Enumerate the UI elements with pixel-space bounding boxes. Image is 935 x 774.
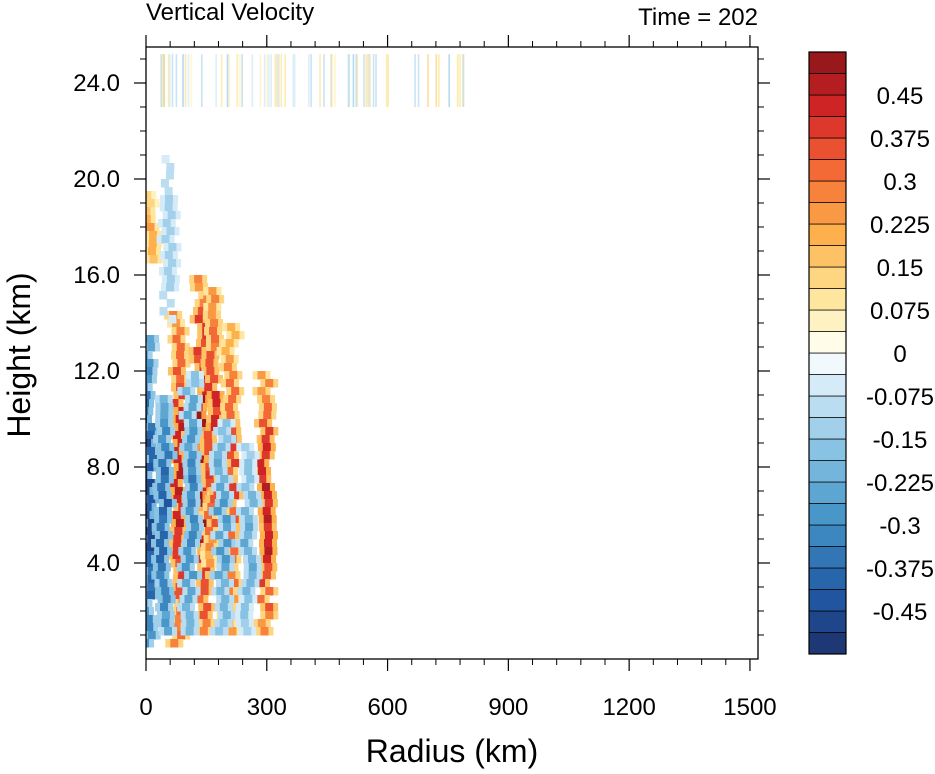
colorbar-label: -0.375 [866, 556, 934, 583]
colorbar-label: -0.15 [873, 427, 928, 454]
y-tick-label: 24.0 [73, 70, 120, 97]
colorbar-bin [808, 352, 847, 375]
colorbar-bin [808, 589, 847, 612]
colorbar-bin [808, 116, 847, 139]
colorbar-bin [808, 481, 847, 504]
colorbar-label: 0 [893, 341, 906, 368]
colorbar-label: 0.375 [870, 126, 930, 153]
colorbar-bin [808, 374, 847, 397]
colorbar-bin [808, 73, 847, 96]
updraft-streak [251, 371, 279, 636]
downdraft-streak [208, 419, 237, 636]
colorbar-bin [808, 331, 847, 354]
colorbar-bin [808, 245, 847, 268]
x-tick-label: 1500 [723, 694, 776, 721]
colorbar-bin [808, 159, 847, 182]
axes: 0 300 600 900 1200 1500 4.0 8.0 12.0 16.0 20.0 24.0 [73, 35, 777, 721]
colorbar-label: 0.15 [877, 255, 924, 282]
colorbar-bin [808, 546, 847, 569]
downdraft-streak [176, 371, 205, 636]
x-tick-label: 600 [368, 694, 408, 721]
colorbar-bin [808, 417, 847, 440]
y-tick-label: 12.0 [73, 358, 120, 385]
time-label: Time = 202 [638, 4, 758, 31]
colorbar-bin [808, 610, 847, 633]
colorbar-bin [808, 567, 847, 590]
colorbar-label: -0.075 [866, 384, 934, 411]
colorbar-label: 0.45 [877, 83, 924, 110]
downdraft-streak [151, 395, 178, 636]
y-axis-label: Height (km) [1, 272, 37, 437]
colorbar-bin [808, 503, 847, 526]
x-tick-label: 900 [488, 694, 528, 721]
colorbar-bin [808, 94, 847, 117]
colorbar-bin [808, 51, 847, 74]
updraft-streak [146, 191, 163, 264]
colorbar-bin [808, 395, 847, 418]
plot-frame [145, 46, 759, 660]
colorbar-label: 0.075 [870, 298, 930, 325]
x-tick-label: 300 [247, 694, 287, 721]
x-tick-label: 1200 [602, 694, 655, 721]
colorbar-label: -0.45 [873, 599, 928, 626]
colorbar-bin [808, 632, 847, 655]
heatmap-field [146, 54, 465, 648]
colorbar-label: 0.3 [883, 169, 916, 196]
colorbar-frame [808, 51, 847, 655]
colorbar-bin [808, 223, 847, 246]
colorbar-bin [808, 438, 847, 461]
x-tick-label: 0 [139, 694, 152, 721]
colorbar-bin [808, 524, 847, 547]
y-tick-label: 16.0 [73, 262, 120, 289]
upper-level-waves [160, 54, 465, 107]
colorbar-bin [808, 202, 847, 225]
y-tick-label: 4.0 [87, 550, 120, 577]
colorbar-bin [808, 309, 847, 332]
colorbar-bin [808, 137, 847, 160]
y-tick-label: 20.0 [73, 166, 120, 193]
downdraft-streak [235, 443, 263, 636]
colorbar: 0.45 0.375 0.3 0.225 0.15 0.075 0 -0.075 -0.15 -0… [808, 51, 934, 655]
x-axis-label: Radius (km) [366, 733, 538, 769]
chart-title: Vertical Velocity [146, 0, 314, 26]
colorbar-label: -0.225 [866, 470, 934, 497]
downdraft-streak [156, 155, 182, 324]
colorbar-label: -0.3 [879, 513, 920, 540]
colorbar-bin [808, 460, 847, 483]
colorbar-bin [808, 288, 847, 311]
colorbar-bin [808, 266, 847, 289]
colorbar-bin [808, 180, 847, 203]
colorbar-label: 0.225 [870, 212, 930, 239]
y-tick-label: 8.0 [87, 454, 120, 481]
